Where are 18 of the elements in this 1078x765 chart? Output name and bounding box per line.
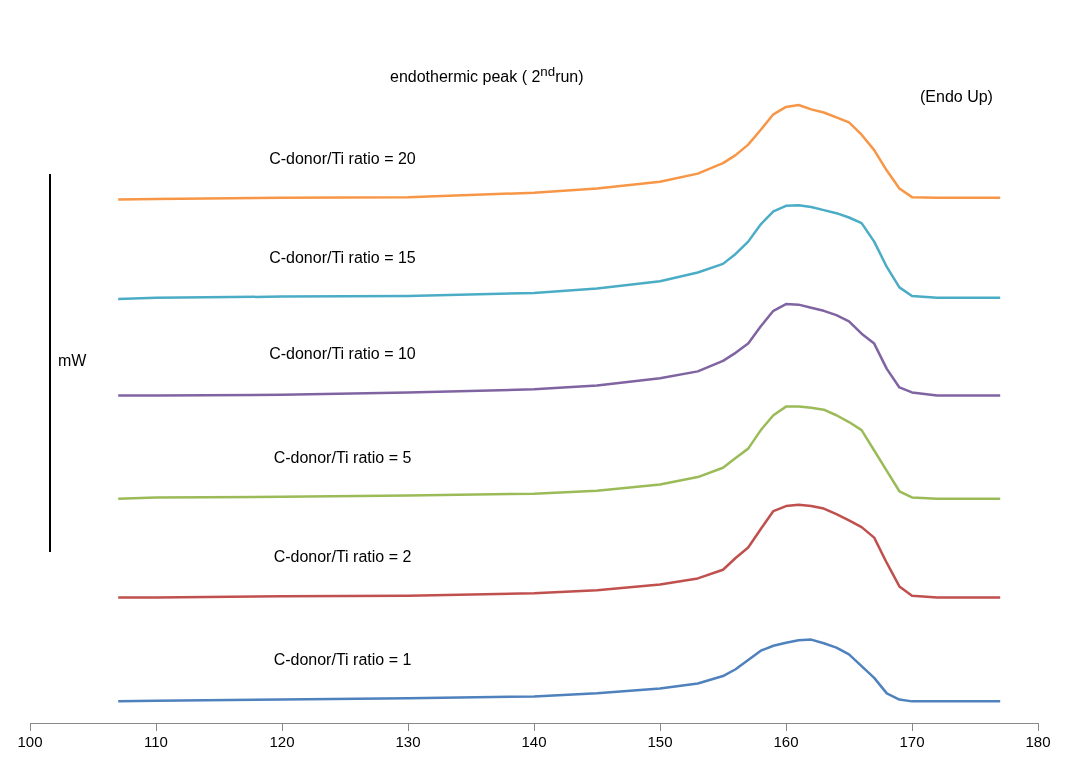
series-label: C-donor/Ti ratio = 15 [269, 249, 416, 267]
x-tick-label: 180 [1025, 733, 1051, 751]
y-axis-title: mW [58, 352, 87, 370]
x-tick-label: 100 [17, 733, 43, 751]
x-tick-label: 110 [144, 733, 168, 751]
x-tick-label: 130 [395, 733, 421, 751]
x-tick-label: 160 [773, 733, 799, 751]
chart-title: endothermic peak ( 2$^{nd}$run) [390, 64, 584, 87]
x-tick-label: 150 [647, 733, 673, 751]
series-label: C-donor/Ti ratio = 10 [269, 345, 416, 363]
x-tick-label: 120 [269, 733, 295, 751]
series-label: C-donor/Ti ratio = 1 [273, 651, 412, 669]
series-label: C-donor/Ti ratio = 2 [273, 547, 412, 565]
series-label: C-donor/Ti ratio = 20 [269, 149, 416, 167]
x-tick-label: 170 [899, 733, 925, 751]
series-label: C-donor/Ti ratio = 5 [273, 448, 412, 466]
x-tick-label: 140 [521, 733, 547, 751]
annotation: (Endo Up) [920, 88, 993, 106]
